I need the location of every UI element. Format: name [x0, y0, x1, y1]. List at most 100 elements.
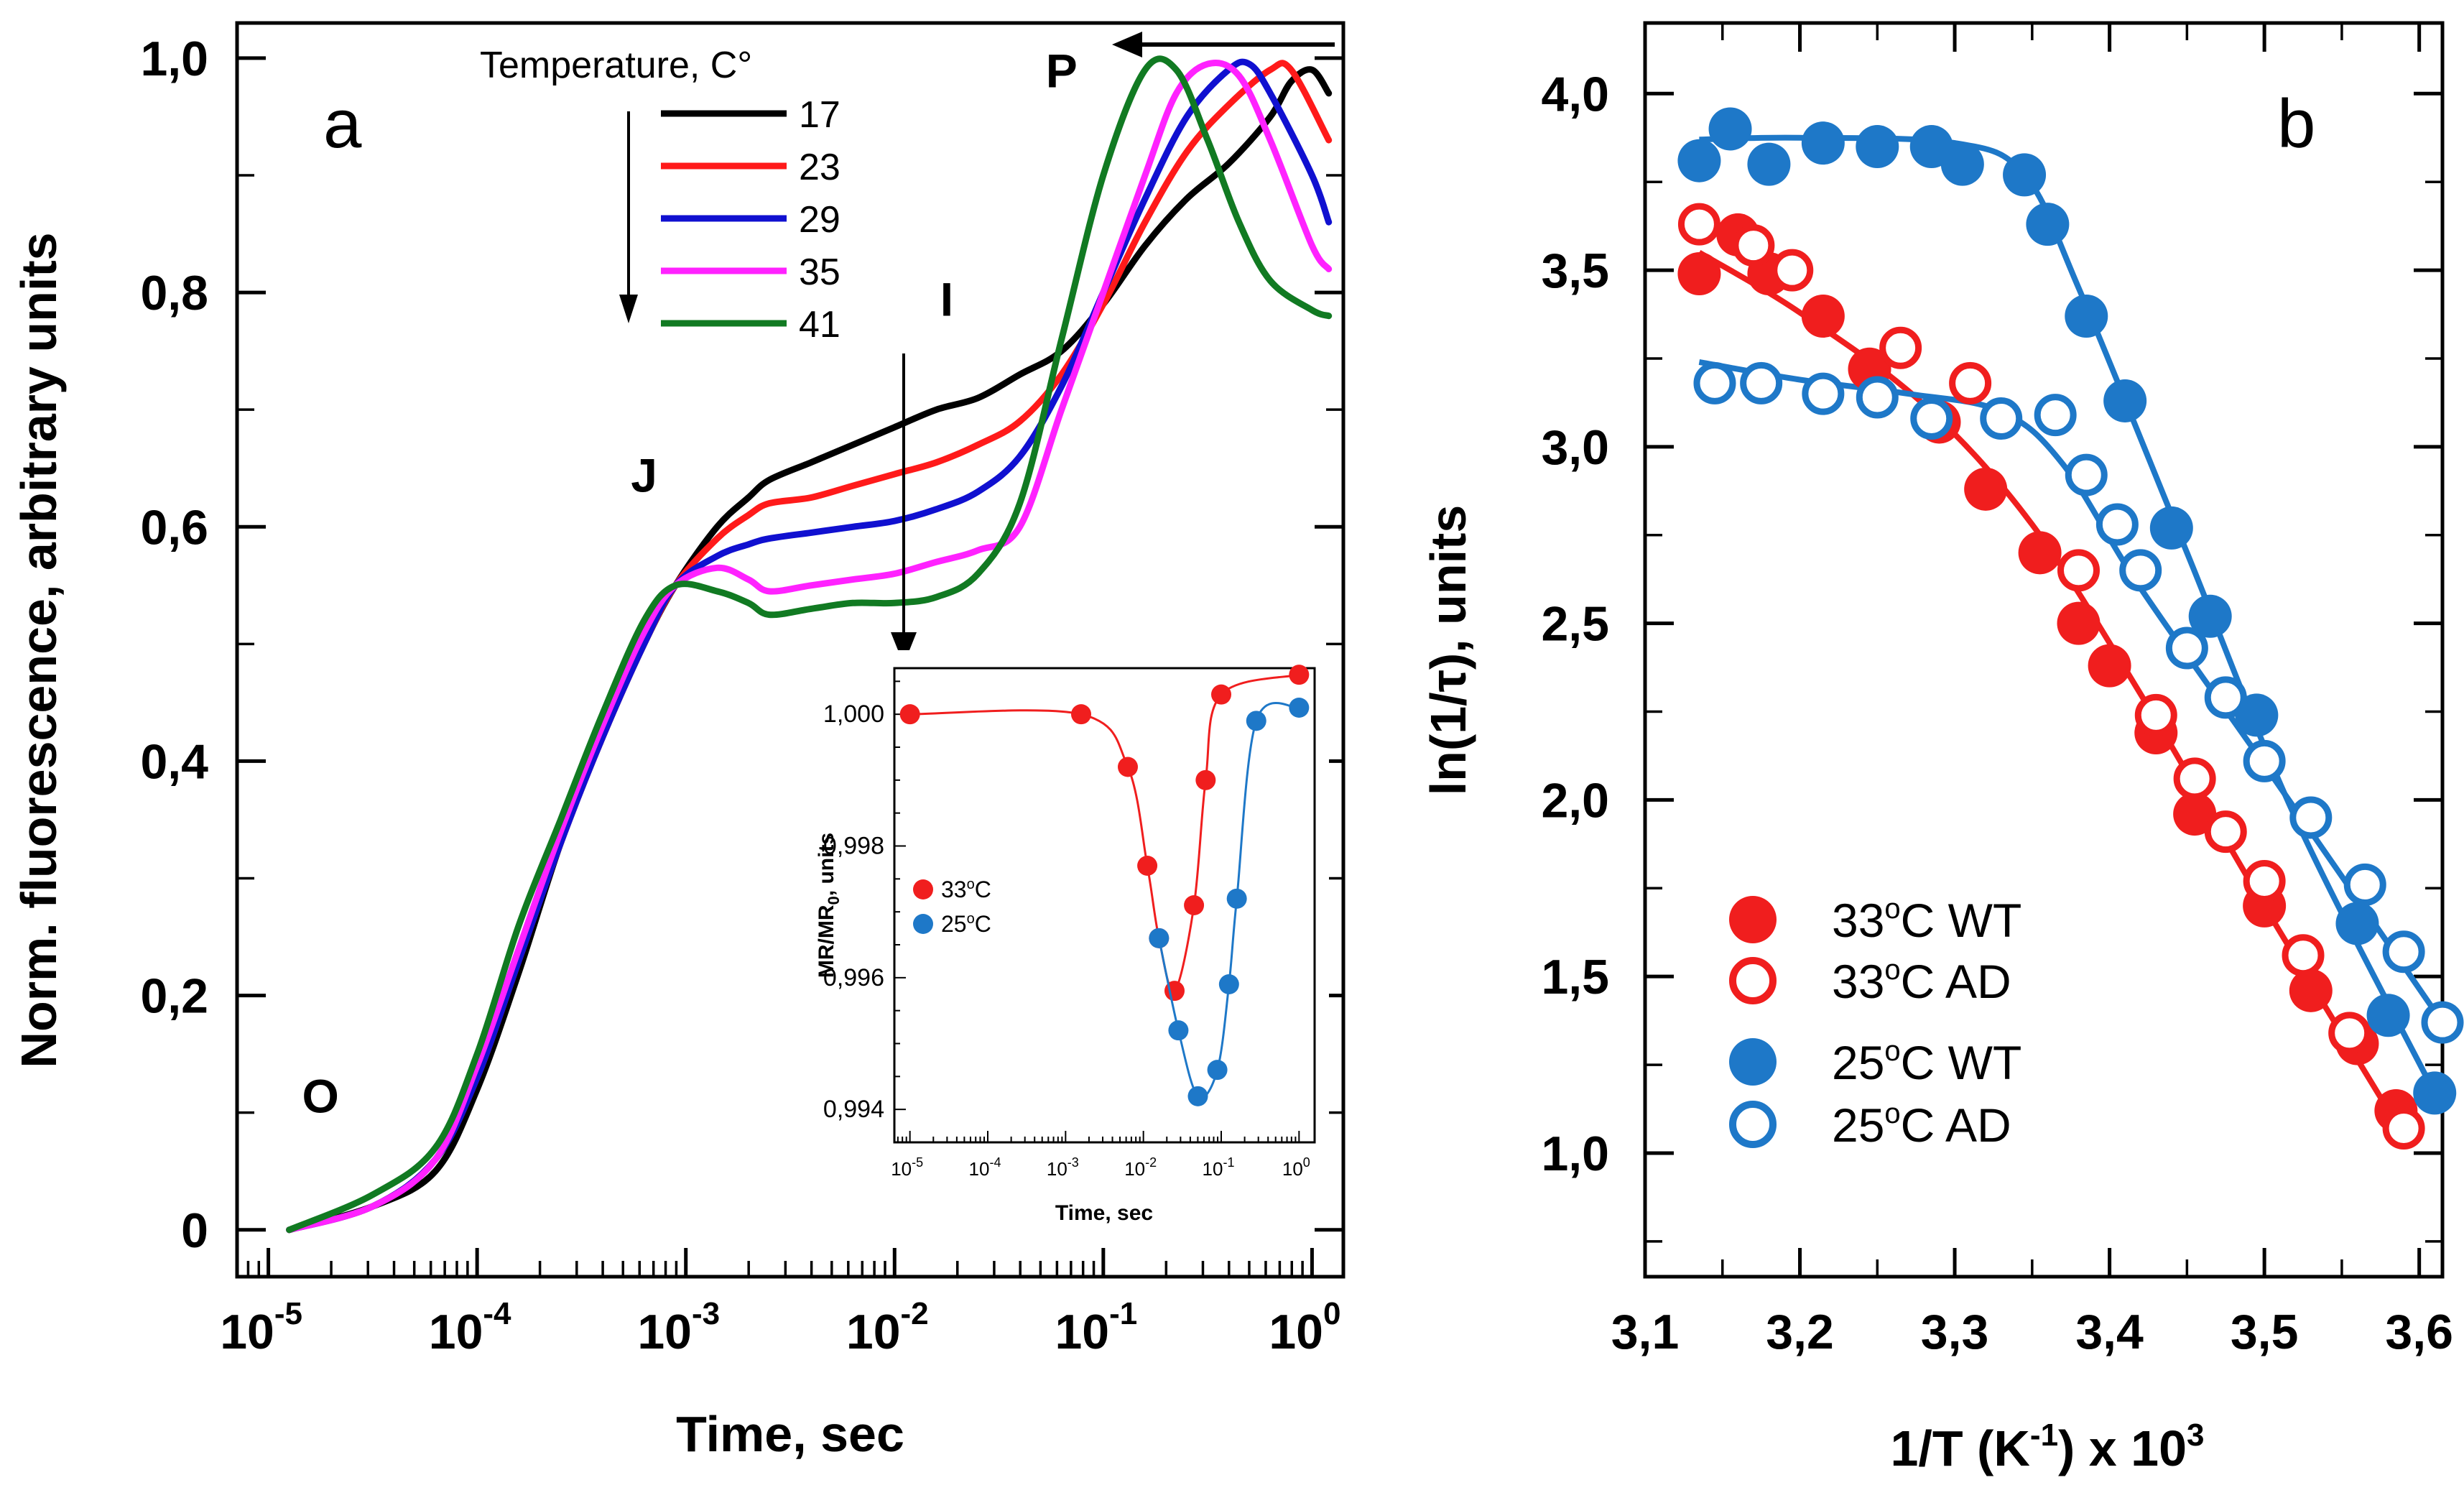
panel-a-x-axis-label: Time, sec [676, 1406, 904, 1462]
point-33oC AD [1677, 203, 1720, 246]
temperature-arrow [619, 111, 638, 323]
inset-legend-marker [913, 914, 933, 934]
y-tick-label: 1,5 [1541, 950, 1609, 1004]
point-25oC WT [2065, 294, 2108, 338]
x-tick-label: 100 [1269, 1296, 1340, 1359]
point-25oC AD [1693, 361, 1736, 404]
y-tick-label: 1,0 [1541, 1127, 1609, 1181]
point-25oC WT [2003, 153, 2047, 197]
point-25oC WT [1677, 139, 1721, 182]
series-line-41 [286, 55, 1333, 1234]
point-33oC AD [2382, 1107, 2425, 1150]
point-33oC AD [2282, 934, 2325, 977]
legend-label: 41 [799, 304, 840, 346]
inset-point [1195, 769, 1216, 790]
point-25oC AD [2034, 394, 2077, 437]
x-tick-label: 10-5 [220, 1296, 302, 1359]
point-25oC AD [2065, 453, 2108, 496]
p-arrow [1112, 32, 1335, 57]
point-33oC AD [1771, 249, 1814, 292]
inset-x-tick-label: 10-4 [969, 1155, 1001, 1180]
point-25oC AD [1856, 376, 1899, 419]
inset-x-tick-label: 10-2 [1124, 1155, 1157, 1180]
legend-marker [1729, 896, 1777, 943]
y-tick-label: 0,8 [140, 266, 208, 320]
legend-label: 17 [799, 94, 840, 136]
phase-label-J: J [631, 448, 657, 501]
series-line-29 [286, 58, 1333, 1234]
inset-legend-label: 33oC [941, 877, 991, 902]
panel-a-chart: 10-5 10-4 10-3 10-2 10-1 10000,20,40,60,81,0 … [11, 21, 1346, 1462]
y-tick-label: 3,0 [1541, 420, 1609, 475]
panel-b-label: b [2277, 85, 2315, 162]
point-33oC AD [2204, 810, 2247, 854]
point-25oC WT [2413, 1071, 2457, 1115]
x-tick-label: 3,5 [2231, 1305, 2299, 1359]
point-33oC WT [2289, 968, 2333, 1012]
x-tick-label: 3,3 [1921, 1305, 1989, 1359]
point-33oC WT [1801, 294, 1845, 338]
x-tick-label: 3,6 [2385, 1305, 2453, 1359]
point-33oC WT [2088, 644, 2131, 688]
svg-text:Norm. fluorescence, arbitrary: Norm. fluorescence, arbitrary units [11, 232, 67, 1068]
svg-text:Time, sec: Time, sec [676, 1406, 904, 1462]
point-33oC AD [1879, 326, 1922, 369]
inset-point [1149, 928, 1170, 948]
x-tick-label: 10-4 [429, 1296, 511, 1359]
fit-line-25oC AD fit [1698, 359, 2445, 1025]
y-tick-label: 0 [181, 1203, 208, 1258]
legend-label: 33oC AD [1832, 954, 2011, 1008]
legend-label: 23 [799, 147, 840, 188]
inset-point [1211, 684, 1231, 705]
y-tick-label: 4,0 [1541, 67, 1609, 121]
legend-label: 29 [799, 199, 840, 241]
legend-marker [1729, 1038, 1777, 1086]
legend-marker [1729, 1101, 1777, 1148]
inset-point [1289, 698, 1310, 718]
point-25oC AD [2119, 549, 2162, 592]
phase-labels: O J I P [302, 45, 1078, 1123]
point-25oC AD [1910, 397, 1953, 440]
inset-point [1187, 1086, 1208, 1106]
legend-title: Temperature, C° [480, 45, 752, 86]
panel-b-tick-labels: 3,1 3,2 3,3 3,4 3,5 3,6 1,0 1,5 2,0 2,5 3,0 3,5 4,0 [1541, 67, 2453, 1359]
inset-point [1118, 757, 1138, 777]
point-25oC AD [2165, 626, 2208, 670]
point-33oC AD [2173, 757, 2216, 800]
point-25oC AD [1740, 361, 1783, 404]
point-25oC AD [2382, 930, 2425, 974]
inset-y-axis-label: MR/MR0, units [815, 833, 843, 978]
svg-text:1/T (K-1) x 103: 1/T (K-1) x 103 [1890, 1418, 2204, 1476]
y-tick-label: 2,5 [1541, 597, 1609, 652]
point-25oC WT [2366, 994, 2410, 1037]
point-25oC AD [2343, 863, 2386, 906]
panel-a-y-axis-label: Norm. fluorescence, arbitrary units [11, 232, 67, 1068]
panel-a-label: a [323, 85, 362, 162]
point-25oC WT [2103, 379, 2147, 422]
point-33oC AD [2057, 549, 2100, 592]
inset-point [1226, 888, 1247, 909]
point-25oC WT [1708, 107, 1752, 151]
inset-x-tick-label: 10-1 [1203, 1155, 1235, 1180]
inset-point [1289, 665, 1310, 685]
panel-b-y-axis-label: ln(1/τ), units [1420, 505, 1476, 796]
inset-chart: 10-5 10-4 10-3 10-2 10-1 100 0,994 0,996 0,998 1,… [803, 650, 1329, 1225]
inset-point [1137, 856, 1158, 876]
point-25oC AD [2421, 1001, 2464, 1044]
y-tick-label: 0,6 [140, 500, 208, 555]
series-line-17 [286, 66, 1333, 1234]
point-33oC WT [2173, 792, 2217, 836]
y-tick-label: 2,0 [1541, 773, 1609, 828]
legend-label: 25oC AD [1832, 1098, 2011, 1152]
panel-b-ticks [1643, 23, 2442, 1277]
inset-y-tick-label: 0,998 [823, 833, 884, 860]
point-33oC WT [1964, 467, 2008, 511]
phase-label-O: O [302, 1070, 339, 1123]
inset-point [1246, 711, 1266, 731]
panel-b-frame [1643, 21, 2445, 1279]
panel-b-legend: 33oC WT 33oC AD 25oC WT 25oC AD [1729, 893, 2021, 1152]
inset-x-axis-label: Time, sec [1055, 1201, 1153, 1225]
phase-label-I: I [940, 273, 953, 326]
svg-text:MR/MR0, units: MR/MR0, units [815, 833, 843, 978]
